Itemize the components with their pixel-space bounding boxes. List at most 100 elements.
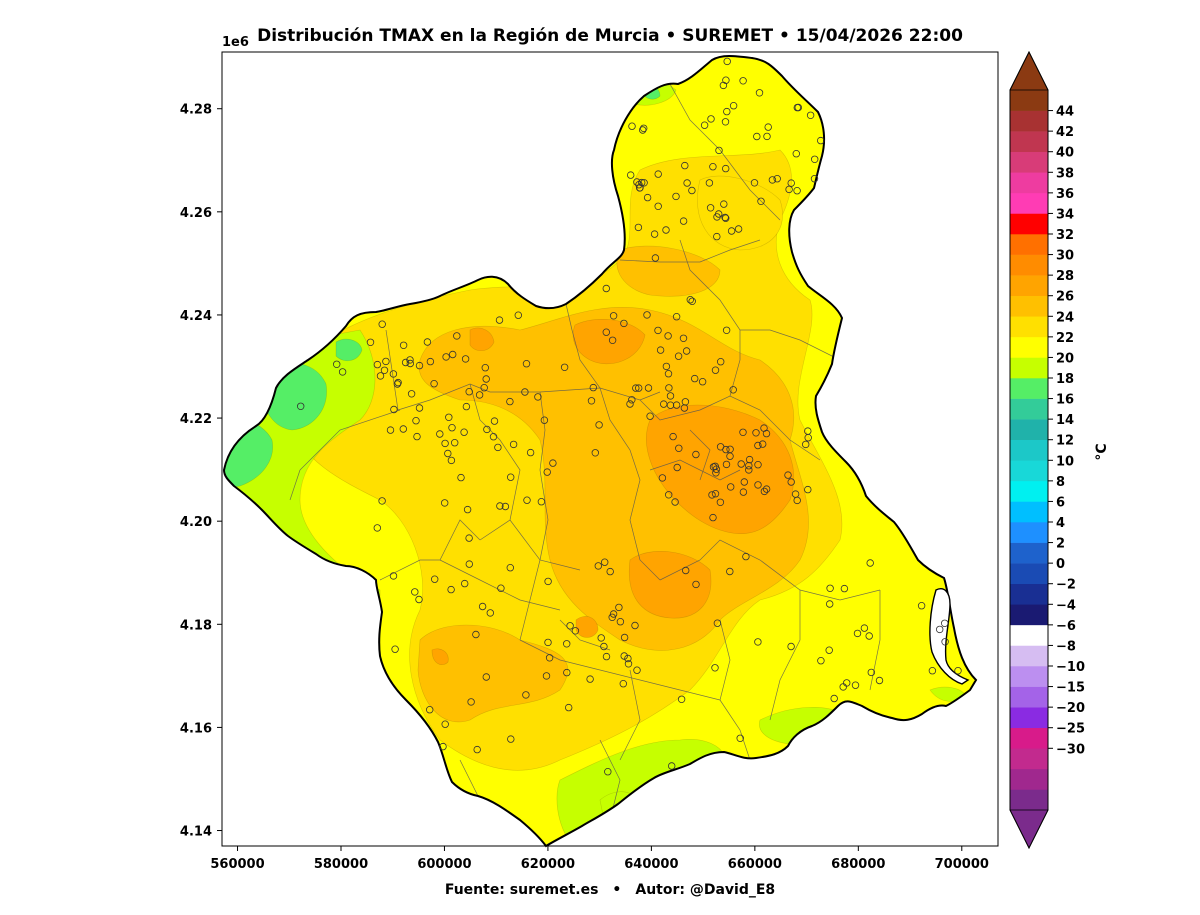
station-marker [705,179,714,187]
station-marker [753,132,761,141]
station-marker [632,384,640,392]
station-marker [565,703,573,712]
station-marker [867,668,875,677]
station-marker [722,164,730,173]
station-marker [754,638,762,646]
station-marker [851,681,860,689]
station-marker [806,111,815,119]
station-marker [826,584,834,592]
station-marker [764,123,772,131]
colorbar-band [1010,748,1048,770]
temperature-contour-band [628,550,712,619]
weather-stations [297,57,962,776]
y-tick-label: 4.26 [180,206,212,221]
station-marker [506,397,514,406]
colorbar-band [1010,172,1048,194]
colorbar-tick-label: −25 [1056,722,1085,737]
municipality-border [519,391,549,641]
station-marker [413,432,421,441]
station-marker [620,319,628,328]
y-tick-label: 4.16 [180,721,212,736]
station-marker [941,619,949,627]
station-marker [423,338,432,346]
colorbar-tick-label: 44 [1056,105,1074,120]
station-marker [411,588,419,596]
station-marker [394,378,402,387]
station-marker [721,213,729,222]
station-marker [709,513,717,522]
station-marker [711,664,719,672]
station-marker [473,745,481,754]
station-marker [709,162,717,171]
station-marker [624,654,632,663]
colorbar-tick-label: −20 [1056,701,1085,716]
colorbar-label: °C [1094,443,1110,460]
station-marker [406,356,414,364]
station-marker [760,487,769,496]
station-marker [333,360,341,368]
x-tick-label: 600000 [417,857,471,872]
colorbar-tick-label: −8 [1056,639,1076,654]
colorbar: 4442403836343230282624222018161412108642… [1009,50,1085,850]
colorbar-band [1010,522,1048,543]
station-marker [631,621,639,630]
station-marker [792,149,800,158]
station-marker [628,396,636,404]
station-marker [378,320,386,328]
colorbar-band [1010,357,1048,379]
station-marker [390,405,398,414]
station-marker [673,463,681,472]
station-marker [754,461,762,469]
station-marker [628,122,636,130]
colorbar-band [1010,90,1048,111]
colorbar-band [1010,151,1048,173]
station-marker [635,384,643,392]
station-marker [399,341,408,349]
station-marker [810,174,819,183]
station-marker [664,332,672,340]
station-marker [722,460,731,469]
station-marker [941,638,949,646]
colorbar-band [1010,439,1048,461]
x-axis-ticks: 560000 580000 600000 620000 640000 660000 6800… [210,846,989,872]
station-marker [608,336,617,344]
colorbar-tick-label: 42 [1056,125,1074,140]
station-marker [708,491,716,499]
station-marker [501,502,510,511]
station-marker [602,328,610,336]
colorbar-tick-label: −4 [1056,598,1076,613]
station-marker [739,77,747,85]
station-marker [754,441,762,450]
station-marker [651,254,660,262]
station-marker [745,462,753,470]
temperature-contour-band [616,245,721,297]
station-marker [936,625,944,634]
station-marker [825,646,833,654]
station-marker [543,468,551,476]
station-marker [745,455,754,464]
station-marker [441,720,449,728]
station-marker [638,178,646,187]
colorbar-band [1010,275,1048,297]
station-marker [787,642,795,651]
station-marker [665,384,673,392]
station-marker [608,613,616,621]
station-marker [917,602,926,610]
x-tick-label: 580000 [314,857,368,872]
station-marker [662,226,670,234]
x-tick-label: 700000 [935,857,989,872]
station-marker [750,179,759,187]
station-marker [616,618,625,626]
station-marker [643,311,651,319]
colorbar-tick-label: 38 [1056,166,1074,181]
station-marker [494,443,502,452]
station-marker [727,483,735,491]
station-marker [802,440,810,449]
station-marker [542,672,551,680]
station-marker [656,346,665,354]
municipality-border [740,329,841,361]
station-marker [686,296,694,304]
station-marker [729,386,737,394]
colorbar-band [1010,295,1048,317]
y-tick-label: 4.22 [180,412,212,427]
